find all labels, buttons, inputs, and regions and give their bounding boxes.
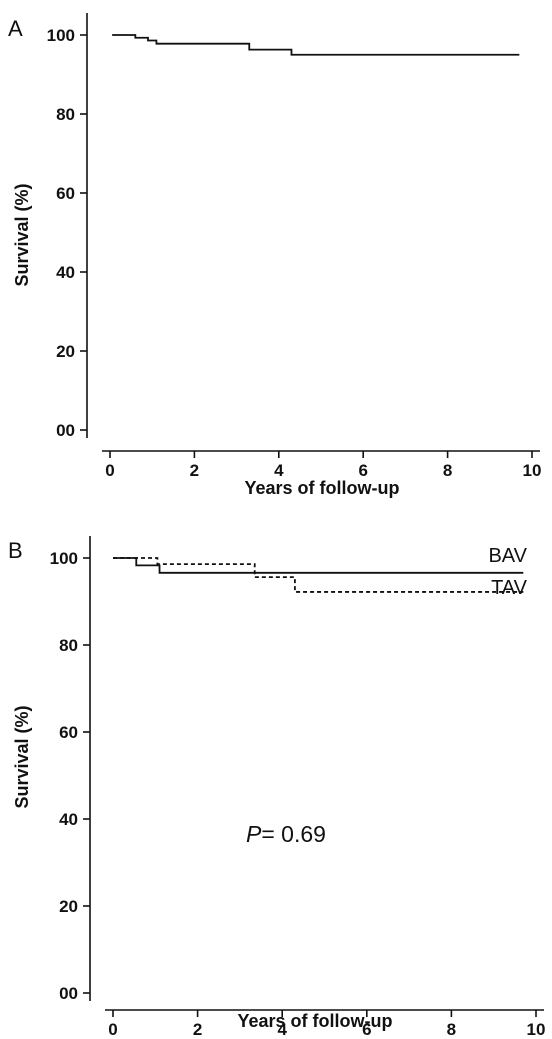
x-tick-label: 0	[105, 461, 114, 480]
panel-b-series	[113, 557, 524, 593]
y-tick-label: 80	[59, 636, 78, 655]
x-tick-label: 0	[108, 1020, 117, 1039]
y-tick-label: 00	[59, 984, 78, 1003]
panel-a: A Survival (%) Years of follow-up 002040…	[8, 13, 541, 498]
panel-b-x-axis-title: Years of follow-up	[237, 1011, 392, 1031]
series-line-panel-1	[112, 34, 520, 56]
y-tick-label: 20	[59, 897, 78, 916]
series-label-bav: BAV	[488, 545, 527, 567]
y-tick-label: 40	[59, 810, 78, 829]
y-tick-label: 60	[56, 184, 75, 203]
p-symbol: P	[246, 821, 262, 847]
series-line-bav	[113, 557, 524, 574]
y-tick-label: 20	[56, 342, 75, 361]
x-tick-label: 10	[527, 1020, 546, 1039]
x-tick-label: 4	[277, 1020, 287, 1039]
x-tick-label: 8	[443, 461, 452, 480]
y-tick-label: 80	[56, 105, 75, 124]
series-line-tav	[113, 557, 524, 593]
panel-a-y-axis-title: Survival (%)	[12, 183, 32, 286]
y-tick-label: 00	[56, 421, 75, 440]
panel-b: B Survival (%) Years of follow-up 002040…	[8, 536, 545, 1039]
panel-a-label: A	[8, 16, 23, 41]
panel-b-y-axis-title: Survival (%)	[12, 705, 32, 808]
panel-a-axes	[86, 13, 540, 452]
y-tick-label: 60	[59, 723, 78, 742]
x-tick-label: 6	[358, 461, 367, 480]
x-tick-label: 6	[362, 1020, 371, 1039]
x-tick-label: 10	[523, 461, 542, 480]
x-tick-label: 2	[193, 1020, 202, 1039]
p-value-annotation: P= 0.69	[246, 821, 326, 847]
panel-a-x-axis-title: Years of follow-up	[244, 478, 399, 498]
panel-a-ticks: 00 20 40 60 80 100 0 2 4 6 8 10	[47, 26, 542, 480]
y-tick-label: 100	[47, 26, 75, 45]
x-tick-label: 8	[447, 1020, 456, 1039]
p-value: = 0.69	[261, 821, 326, 847]
panel-b-axes	[89, 536, 544, 1011]
x-tick-label: 4	[274, 461, 284, 480]
panel-b-label: B	[8, 538, 23, 563]
y-tick-label: 100	[50, 549, 78, 568]
panel-b-ticks: 00 20 40 60 80 100 0 2 4 6 8 10	[50, 549, 546, 1039]
y-tick-label: 40	[56, 263, 75, 282]
x-tick-label: 2	[190, 461, 199, 480]
series-label-tav: TAV	[491, 577, 528, 599]
panel-a-series	[112, 34, 520, 56]
